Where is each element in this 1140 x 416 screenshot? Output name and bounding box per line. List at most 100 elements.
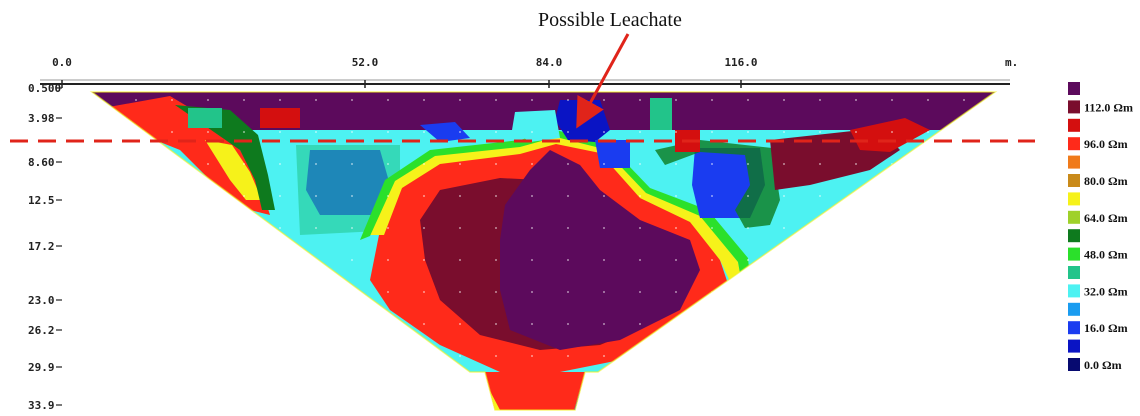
grid-dot [603,163,605,165]
grid-dot [387,131,389,133]
grid-dot [135,259,137,261]
grid-dot [99,291,101,293]
grid-dot [927,227,929,229]
grid-dot [459,99,461,101]
grid-dot [855,163,857,165]
grid-dot [243,323,245,325]
grid-dot [567,163,569,165]
resistivity-pseudosection [92,92,995,410]
grid-dot [783,259,785,261]
grid-dot [315,131,317,133]
grid-dot [855,227,857,229]
grid-dot [279,259,281,261]
grid-dot [351,99,353,101]
grid-dot [279,131,281,133]
grid-dot [855,291,857,293]
legend-label: 16.0 Ωm [1084,321,1128,335]
legend-swatch [1068,155,1080,169]
grid-dot [711,163,713,165]
grid-dot [207,131,209,133]
grid-dot [99,355,101,357]
grid-dot [387,99,389,101]
legend-label: 96.0 Ωm [1084,137,1128,151]
grid-dot [963,227,965,229]
legend-swatch [1068,339,1080,353]
grid-dot [243,291,245,293]
x-tick-label: 0.0 [52,56,72,69]
grid-dot [531,99,533,101]
grid-dot [135,323,137,325]
grid-dot [675,131,677,133]
grid-dot [747,291,749,293]
grid-dot [639,291,641,293]
grid-dot [171,291,173,293]
grid-dot [207,323,209,325]
grid-dot [747,195,749,197]
grid-dot [891,131,893,133]
grid-dot [99,323,101,325]
grid-dot [963,195,965,197]
grid-dot [387,259,389,261]
grid-dot [243,163,245,165]
legend-swatch [1068,302,1080,316]
legend-swatch [1068,174,1080,187]
grid-dot [963,323,965,325]
grid-dot [639,323,641,325]
grid-dot [423,131,425,133]
grid-dot [819,323,821,325]
grid-dot [135,195,137,197]
grid-dot [351,291,353,293]
grid-dot [927,99,929,101]
grid-dot [567,355,569,357]
grid-dot [819,355,821,357]
grid-dot [963,131,965,133]
y-tick-label: 29.9 [28,361,55,374]
grid-dot [207,99,209,101]
grid-dot [459,163,461,165]
grid-dot [675,99,677,101]
grid-dot [171,195,173,197]
grid-dot [819,131,821,133]
legend-swatch [1068,82,1080,95]
grid-dot [711,355,713,357]
grid-dot [423,323,425,325]
grid-dot [387,163,389,165]
grid-dot [459,355,461,357]
grid-dot [783,291,785,293]
grid-dot [855,323,857,325]
grid-dot [495,195,497,197]
region-leachate-cyan [512,110,560,142]
grid-dot [171,99,173,101]
grid-dot [387,323,389,325]
legend-swatch [1068,229,1080,243]
grid-dot [531,163,533,165]
region-right-red-shoulder [850,118,930,152]
grid-dot [567,227,569,229]
grid-dot [927,195,929,197]
grid-dot [603,291,605,293]
grid-dot [207,355,209,357]
grid-dot [531,227,533,229]
grid-dot [495,227,497,229]
grid-dot [963,259,965,261]
section-outline [89,91,998,411]
y-tick-label: 12.5 [28,194,55,207]
grid-dot [747,323,749,325]
grid-dot [747,355,749,357]
grid-dot [243,131,245,133]
grid-dot [279,227,281,229]
grid-dot [747,259,749,261]
grid-dot [711,131,713,133]
grid-dot [963,355,965,357]
grid-dot [603,259,605,261]
grid-dot [639,259,641,261]
grid-dot [567,259,569,261]
grid-dot [603,131,605,133]
y-axis-ticks: 0.500 3.98 8.60 12.5 17.2 23.0 26.2 29.9 33.9 [28,82,62,412]
grid-dot [675,259,677,261]
grid-dot [495,291,497,293]
grid-dot [927,355,929,357]
grid-dot [351,163,353,165]
grid-dot [855,355,857,357]
